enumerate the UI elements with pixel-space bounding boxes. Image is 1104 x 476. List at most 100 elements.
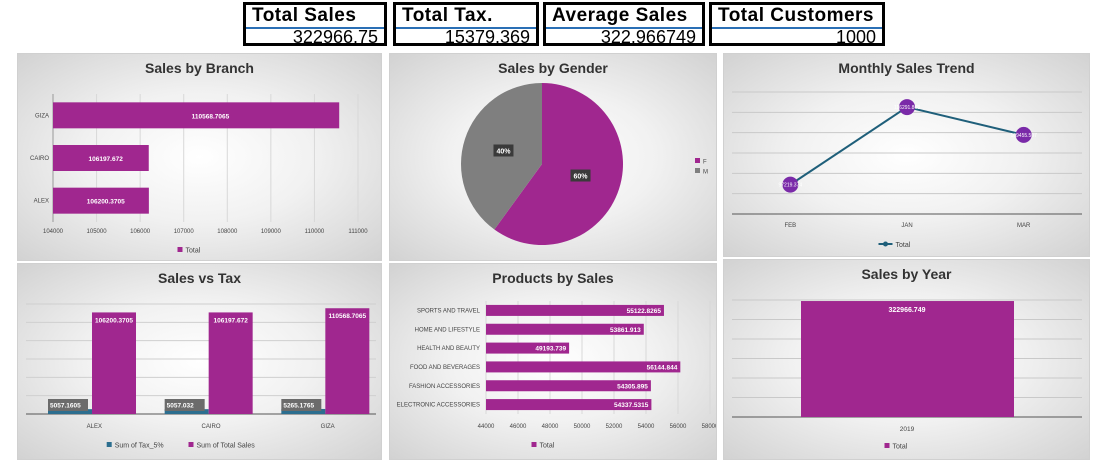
- legend-swatch: [188, 442, 194, 447]
- category-label: HEALTH AND BEAUTY: [417, 346, 480, 352]
- category-label: GIZA: [35, 113, 49, 119]
- kpi-divider: [246, 27, 384, 29]
- data-label-box: [48, 399, 88, 411]
- category-label: ELECTRONIC ACCESSORIES: [397, 403, 480, 409]
- legend-label: F: [703, 160, 707, 166]
- tick-label: 48000: [542, 424, 559, 430]
- data-label: 49193.739: [535, 346, 566, 353]
- bar: [164, 409, 209, 414]
- bar: [53, 187, 149, 214]
- tick-label: 52000: [606, 424, 623, 430]
- chart-monthly-sales-trend: 97219.374 FEB 116291.868 JAN 109455.507 MAR To…: [732, 91, 1082, 249]
- chart-products-by-sales: 44000 46000 48000 50000 52000 54000 56000 58000…: [397, 301, 717, 450]
- tick-label: 58000: [702, 424, 717, 430]
- kpi-total-customers-label: Total Customers: [718, 5, 875, 26]
- legend-label: Total: [186, 248, 201, 255]
- kpi-divider: [396, 27, 536, 29]
- tick-label: 104000: [43, 229, 64, 235]
- kpi-total-tax: Total Tax. 15379.369: [393, 2, 539, 47]
- legend-label: Total: [893, 444, 908, 451]
- pie-slice: [494, 83, 623, 246]
- legend-label: Sum of Total Sales: [197, 443, 256, 450]
- category-label: ALEX: [34, 199, 49, 205]
- panel-sales-vs-tax[interactable]: Sales vs Tax 5057.1605 106200.3705 ALEX 505…: [17, 263, 382, 460]
- category-label: 2019: [900, 426, 915, 433]
- data-label: 106200.3705: [95, 317, 133, 324]
- kpi-total-customers-value: 1000: [835, 27, 876, 47]
- bar: [486, 399, 652, 411]
- bar: [486, 323, 644, 335]
- bar: [92, 312, 136, 414]
- category-label: CAIRO: [201, 424, 220, 430]
- tick-label: 44000: [478, 424, 495, 430]
- chart-title: Sales vs Tax: [157, 270, 242, 286]
- tick-label: 46000: [510, 424, 527, 430]
- category-label: FASHION ACCESSORIES: [409, 384, 480, 390]
- data-label-box: [164, 399, 205, 411]
- data-label: 54305.895: [617, 383, 648, 390]
- kpi-total-sales-label: Total Sales: [252, 5, 357, 26]
- tick-label: 54000: [638, 424, 655, 430]
- category-label: FOOD AND BEVERAGES: [410, 365, 480, 371]
- legend-label: M: [703, 170, 708, 176]
- legend-marker-icon: [883, 241, 888, 247]
- panel-sales-by-year[interactable]: Sales by Year 322966.749 2019 Total: [723, 259, 1090, 460]
- legend-label: Sum of Tax_5%: [115, 443, 164, 450]
- panel-sales-by-gender[interactable]: Sales by Gender 60% 40% F M: [389, 53, 717, 261]
- legend-swatch: [884, 443, 890, 448]
- kpi-total-customers: Total Customers 1000: [709, 2, 885, 47]
- legend-swatch: [106, 442, 112, 447]
- data-point: [899, 99, 915, 116]
- tick-label: 106000: [130, 229, 151, 235]
- legend-swatch: [177, 247, 183, 252]
- kpi-divider: [712, 27, 882, 29]
- bar: [486, 342, 570, 354]
- kpi-average-sales-label: Average Sales: [552, 5, 688, 26]
- kpi-total-tax-value: 15379.369: [444, 27, 530, 47]
- tick-label: 110000: [305, 229, 325, 235]
- panel-products-by-sales[interactable]: Products by Sales 44000 46000 48000 50000 52…: [389, 263, 717, 460]
- bar: [281, 408, 326, 414]
- bar: [208, 312, 253, 414]
- data-point: [782, 176, 799, 193]
- legend-swatch: [531, 442, 537, 447]
- bar: [53, 102, 340, 129]
- legend-swatch: [695, 168, 700, 173]
- data-label: 5057.1605: [50, 403, 81, 410]
- kpi-total-sales-value: 322966.75: [292, 27, 378, 47]
- bar: [325, 308, 370, 414]
- bar: [801, 301, 1014, 417]
- category-label: GIZA: [321, 424, 335, 430]
- category-label: FEB: [784, 223, 796, 229]
- chart-title: Sales by Year: [861, 266, 952, 282]
- data-label: 53861.913: [610, 327, 641, 334]
- data-label-box: [570, 169, 591, 182]
- category-label: MAR: [1017, 223, 1031, 229]
- data-label: 110568.7065: [329, 313, 367, 320]
- chart-sales-by-gender: 60% 40% FM: [461, 83, 708, 246]
- chart-title: Products by Sales: [492, 270, 614, 286]
- panel-sales-by-branch[interactable]: Sales by Branch 104000 105000 106000 107000…: [17, 53, 382, 261]
- chart-sales-by-branch: 104000 105000 106000 107000 108000 109000 1100…: [30, 94, 368, 255]
- panel-monthly-sales-trend[interactable]: Monthly Sales Trend 97219.374 FEB 116291.8…: [723, 53, 1090, 257]
- data-label: 5057.032: [167, 403, 194, 410]
- category-label: HOME AND LIFESTYLE: [415, 327, 480, 333]
- category-label: ALEX: [87, 424, 102, 430]
- tick-label: 50000: [574, 424, 591, 430]
- tick-label: 105000: [87, 229, 108, 235]
- tick-label: 107000: [174, 229, 195, 235]
- kpi-average-sales-value: 322.966749: [600, 27, 696, 47]
- data-label: 106197.672: [88, 156, 123, 163]
- legend-label: Total: [540, 443, 555, 450]
- legend-swatch: [695, 158, 700, 163]
- data-label-box: [281, 399, 322, 411]
- tick-label: 111000: [348, 229, 368, 235]
- bar: [53, 145, 149, 171]
- kpi-total-sales: Total Sales 322966.75: [243, 2, 387, 47]
- tick-label: 108000: [217, 229, 238, 235]
- data-label: 106197.672: [213, 317, 248, 324]
- bar: [48, 409, 92, 414]
- data-label: 109455.507: [1010, 133, 1037, 139]
- bar: [486, 304, 664, 316]
- data-label: 5265.1765: [283, 403, 314, 410]
